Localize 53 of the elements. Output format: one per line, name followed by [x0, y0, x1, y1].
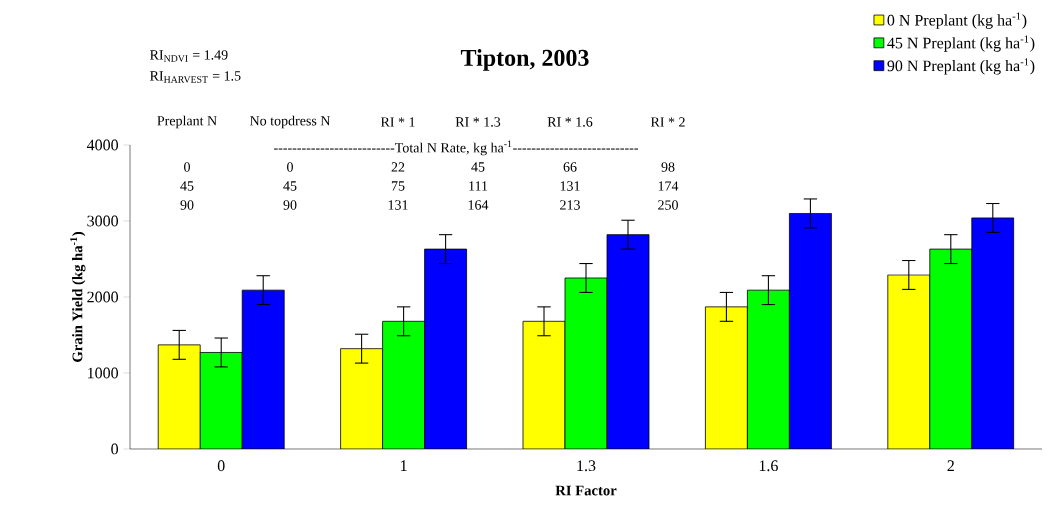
annotation: 90 — [180, 200, 194, 210]
x-tick-label: 2 — [947, 460, 954, 471]
annotation: 45 — [283, 181, 297, 191]
y-axis-title: Grain Yield (kg ha$^{-1}$) — [70, 231, 86, 362]
text: RI * 2 — [650, 117, 685, 127]
annotation: 250 — [658, 200, 678, 210]
annotation: 45 — [471, 162, 485, 172]
y-tick-label: 4000 — [86, 139, 119, 151]
annotation: 164 — [468, 200, 489, 210]
bar — [929, 248, 973, 449]
text: RI * 1.3 — [455, 117, 501, 127]
y-tick-label: 3000 — [87, 215, 119, 227]
bar — [564, 277, 608, 449]
bar — [382, 320, 426, 449]
text: RI * 1 — [380, 117, 415, 127]
annotation: 174 — [658, 181, 679, 191]
text: RI$_{NDVI}$ = 1.49 — [150, 50, 228, 62]
text: No topdress N — [249, 115, 331, 129]
annotation: 111 — [469, 181, 488, 191]
bar — [747, 289, 790, 449]
legend-label: 45 N Preplant (kg ha$^{-1}$) — [887, 35, 1035, 52]
bar — [340, 348, 384, 449]
annotation: 90 — [283, 200, 297, 210]
annotation: 45 — [180, 181, 194, 191]
annotation: 66 — [563, 162, 577, 172]
annotation: 98 — [661, 162, 675, 172]
x-axis-title: RI Factor — [555, 485, 617, 496]
bar — [157, 344, 201, 449]
x-tick-label: 1 — [401, 460, 407, 471]
annotation: 0 — [184, 162, 190, 172]
bar — [887, 274, 931, 449]
annotation: 0 — [287, 162, 293, 172]
text: Preplant N — [157, 115, 217, 129]
annotation: 75 — [391, 181, 405, 191]
annotation: 131 — [388, 200, 408, 210]
annotation: 22 — [391, 162, 405, 172]
text: RI$_{HARVEST}$ = 1.5 — [150, 71, 241, 83]
x-tick-label: 1.6 — [759, 460, 778, 472]
bar — [705, 306, 748, 449]
legend-label: 90 N Preplant (kg ha$^{-1}$) — [887, 58, 1035, 75]
annotation: --------------------------Total N Rate, kg ha$^{-1}$--------------------------- — [274, 140, 638, 156]
bar — [199, 352, 243, 449]
y-tick-label: 2000 — [87, 291, 119, 303]
y-tick-label: 0 — [111, 443, 119, 455]
annotation: 213 — [560, 200, 580, 210]
bar — [522, 320, 566, 449]
x-tick-label: 0 — [217, 460, 225, 472]
chart-title: Tipton, 2003 — [460, 49, 589, 71]
annotation: 131 — [560, 181, 580, 191]
y-tick-label: 1000 — [88, 367, 119, 379]
text: RI * 1.6 — [547, 117, 593, 127]
x-tick-label: 1.3 — [577, 460, 596, 472]
legend-label: 0 N Preplant (kg ha$^{-1}$) — [887, 12, 1027, 29]
